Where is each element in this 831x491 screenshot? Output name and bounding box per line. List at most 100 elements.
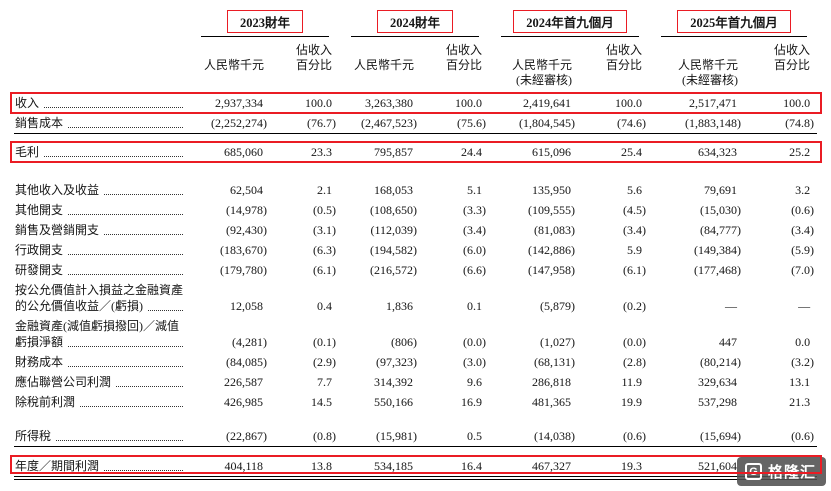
amount-cell: 2,517,471	[689, 96, 738, 110]
pct-header: 佔收入 百分比	[277, 37, 340, 93]
row-label: 其他開支	[14, 200, 189, 220]
pct-cell: (0.0)	[623, 334, 647, 349]
row-label: 應佔聯營公司利潤	[14, 372, 189, 392]
unit-header: 人民幣千元 (未經審核)	[649, 37, 752, 93]
amount-cell: 2,937,334	[215, 96, 263, 110]
amount-cell: (5,879)	[540, 298, 576, 313]
unit-header: 人民幣千元 (未經審核)	[489, 37, 586, 93]
pct-cell: (4.5)	[623, 202, 647, 217]
pct-cell: 0.0	[795, 334, 811, 349]
dot-leader	[68, 213, 183, 215]
row-label: 年度／期間利潤	[14, 456, 189, 480]
pct-cell: 7.7	[317, 374, 333, 389]
pct-header: 佔收入 百分比	[585, 37, 650, 93]
pct-cell: (5.9)	[791, 242, 815, 257]
pct-cell: (3.4)	[791, 222, 815, 237]
dot-leader	[44, 107, 183, 108]
pct-cell: (0.1)	[313, 334, 337, 349]
amount-cell: (14,038)	[489, 425, 586, 447]
amount-cell: 135,950	[532, 182, 572, 197]
row-label: 毛利	[14, 142, 189, 162]
pct-cell: 3.2	[795, 182, 811, 197]
dot-leader	[104, 233, 183, 235]
pct-cell: (0.0)	[463, 334, 487, 349]
amount-cell: 447	[719, 334, 738, 349]
pct-cell: (3.1)	[313, 222, 337, 237]
dot-leader	[68, 273, 183, 275]
amount-cell: 2,419,641	[523, 96, 572, 110]
pct-header: 佔收入 百分比	[427, 37, 490, 93]
table-body: 收入 2,937,334 100.0 3,263,380 100.0 2,419,641 1…	[14, 93, 818, 480]
amount-cell: (142,886)	[528, 242, 576, 257]
amount-cell: 329,634	[698, 374, 738, 389]
row-label: 除稅前利潤	[14, 392, 189, 412]
pct-cell: 0.1	[467, 298, 483, 313]
table-row: 銷售成本 (2,252,274) (76.7) (2,467,523) (75.6) (1…	[14, 113, 818, 134]
period-header-row: 2023財年 2024財年 2024年首九個月 2025年首九個月	[14, 10, 817, 37]
table-row: 應佔聯營公司利潤 226,587 7.7 314,392 9.6 286,818 11.9 3…	[14, 372, 817, 392]
pct-cell: 5.1	[467, 182, 483, 197]
pct-cell: 5.9	[627, 242, 643, 257]
dot-leader	[148, 309, 183, 311]
amount-cell: (216,572)	[370, 262, 418, 277]
pct-cell: 21.3	[789, 394, 811, 409]
amount-cell: (108,650)	[370, 202, 418, 217]
amount-cell: (177,468)	[694, 262, 742, 277]
pct-cell: (0.2)	[623, 298, 647, 313]
amount-cell: 550,166	[374, 394, 414, 409]
amount-cell: 481,365	[532, 394, 572, 409]
row-label: 行政開支	[14, 240, 189, 260]
pct-cell: (3.0)	[463, 354, 487, 369]
row-label: 研發開支	[14, 260, 189, 280]
amount-cell: (84,777)	[700, 222, 742, 237]
row-spacer	[14, 162, 817, 180]
pct-cell: (7.0)	[791, 262, 815, 277]
pct-cell: 16.4	[427, 456, 490, 480]
pct-cell: (75.6)	[427, 113, 490, 134]
dot-leader	[104, 193, 183, 195]
period-header-9m2024: 2024年首九個月	[513, 10, 627, 33]
amount-cell: (806)	[391, 334, 418, 349]
amount-cell: (15,981)	[339, 425, 428, 447]
pct-cell: 14.5	[311, 394, 333, 409]
dot-leader	[44, 155, 183, 157]
table-row: 銷售及營銷開支 (92,430) (3.1) (112,039) (3.4) (81,08…	[14, 220, 817, 240]
amount-cell: 286,818	[532, 374, 572, 389]
pct-cell: 0.5	[427, 425, 490, 447]
amount-cell: (1,804,545)	[489, 113, 586, 134]
period-header-2023: 2023財年	[227, 10, 304, 33]
amount-cell: (81,083)	[534, 222, 576, 237]
pct-cell: 100.0	[783, 96, 811, 110]
unit-header: 人民幣千元	[189, 37, 277, 93]
pct-cell: (3.2)	[791, 354, 815, 369]
amount-cell: 3,263,380	[365, 96, 414, 110]
pct-cell: —	[798, 298, 811, 313]
pct-cell: (3.3)	[463, 202, 487, 217]
pct-cell: 23.3	[311, 144, 333, 159]
pct-cell: (74.6)	[585, 113, 650, 134]
amount-cell: (4,281)	[232, 334, 267, 349]
amount-cell: (14,978)	[226, 202, 267, 217]
pct-cell: (76.7)	[277, 113, 340, 134]
amount-cell: (194,582)	[370, 242, 418, 257]
amount-cell: 426,985	[224, 394, 263, 409]
period-header-2024: 2024財年	[377, 10, 454, 33]
amount-cell: 615,096	[532, 144, 572, 159]
amount-cell: (1,027)	[540, 334, 576, 349]
pct-cell: (0.6)	[585, 425, 650, 447]
table-row: 收入 2,937,334 100.0 3,263,380 100.0 2,419,641 1…	[14, 93, 817, 114]
dot-leader	[80, 405, 183, 407]
row-spacer	[14, 446, 817, 456]
table-row: 按公允價值計入損益之金融資產 的公允價值收益／(虧損) 12,058 0.4 1,836…	[14, 280, 817, 316]
dot-leader	[68, 345, 183, 347]
pct-cell: (0.6)	[751, 425, 818, 447]
column-subheader-row: 人民幣千元 佔收入 百分比 人民幣千元 佔收入 百分比 人民幣千元 (未經審核) 佔收…	[14, 37, 818, 93]
pct-cell: (2.8)	[623, 354, 647, 369]
table-row: 所得稅 (22,867) (0.8) (15,981) 0.5 (14,038) (0.6)…	[14, 425, 818, 447]
amount-cell: 12,058	[230, 298, 263, 313]
amount-cell: 168,053	[374, 182, 414, 197]
pct-cell: (74.8)	[751, 113, 818, 134]
pct-cell: 100.0	[615, 96, 643, 110]
pct-cell: (6.0)	[463, 242, 487, 257]
row-label: 銷售成本	[14, 113, 189, 134]
